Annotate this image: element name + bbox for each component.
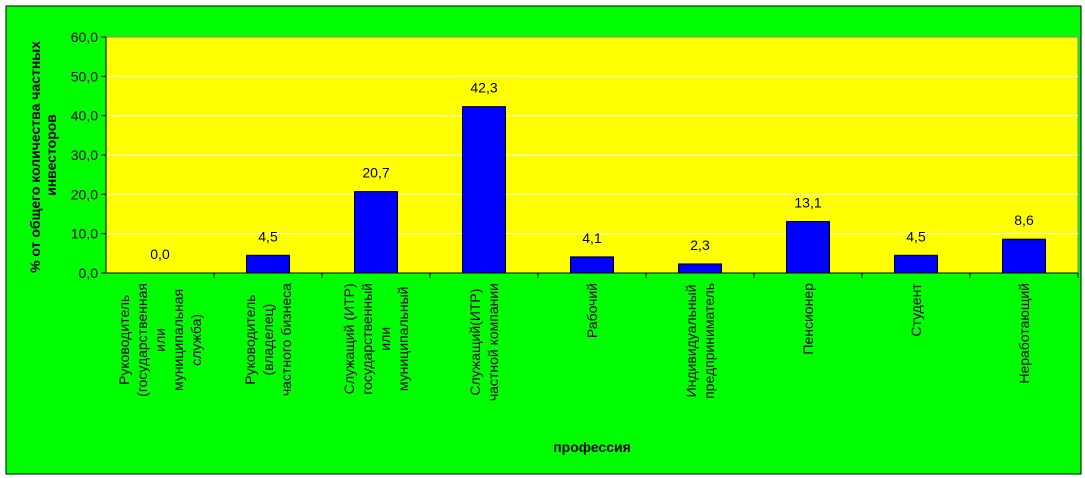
data-label: 4,1 [582, 230, 602, 246]
data-label: 4,5 [906, 228, 926, 244]
x-tick-label-line: (государственная [134, 283, 150, 397]
y-axis-title-line1: % от общего количества частных [27, 41, 43, 273]
data-label: 8,6 [1014, 212, 1034, 228]
x-tick-labels: Руководитель (государственная или муниципал… [116, 273, 1079, 401]
data-label: 0,0 [150, 246, 170, 262]
data-label: 4,5 [258, 228, 278, 244]
x-tick-label-line: или [377, 327, 393, 351]
x-tick-label-line: Студент [908, 283, 924, 337]
data-label: 20,7 [362, 165, 389, 181]
x-tick-label: Пенсионер [800, 283, 816, 355]
x-tick-label-line: Неработающий [1016, 283, 1032, 384]
x-tick-label-line: Руководитель [242, 295, 258, 385]
value-labels: 0,0 4,5 20,7 42,3 4,1 2,3 13,1 4,5 8,6 [150, 80, 1034, 262]
y-axis-title-line2: инвесторов [43, 114, 59, 196]
bar [354, 191, 398, 274]
y-tick-label: 0,0 [79, 265, 99, 281]
bar [246, 254, 290, 274]
bar [678, 263, 722, 274]
x-tick-label-line: предприниматель [701, 283, 717, 399]
bar [894, 254, 938, 274]
x-tick-label-line: Рабочий [584, 283, 600, 338]
x-tick-label-line: Пенсионер [800, 283, 816, 355]
data-label: 42,3 [470, 80, 497, 96]
x-tick-label-line: Руководитель [116, 295, 132, 385]
x-tick-label-line: муниципальная [170, 289, 186, 391]
y-axis-title: % от общего количества частных инвесторо… [27, 37, 59, 273]
x-tick-label: Руководитель (владелец) частного бизнеса [242, 283, 294, 396]
bars [246, 106, 1046, 274]
x-axis-title: профессия [553, 439, 631, 455]
x-tick-label-line: Индивидуальный [683, 284, 699, 397]
bar [570, 256, 614, 274]
x-tick-label: Студент [908, 283, 924, 337]
x-tick-label-line: (владелец) [260, 304, 276, 376]
x-tick-label: Индивидуальный предприниматель [683, 283, 717, 399]
y-tick-label: 10,0 [71, 226, 98, 242]
x-tick-label-line: служба) [188, 314, 204, 366]
y-tick-labels: 0,0 10,0 20,0 30,0 40,0 50,0 60,0 [71, 29, 106, 281]
x-tick-label-line: Служащий (ИТР) [341, 283, 357, 394]
data-label: 2,3 [690, 237, 710, 253]
gridlines [106, 75, 1078, 235]
y-tick-label: 60,0 [71, 29, 98, 45]
x-tick-label-line: Служащий(ИТР) [467, 289, 483, 396]
bar [1002, 238, 1046, 274]
y-tick-label: 50,0 [71, 68, 98, 84]
x-tick-label: Руководитель (государственная или муниципал… [116, 283, 204, 397]
y-tick-label: 40,0 [71, 108, 98, 124]
y-tick-label: 20,0 [71, 186, 98, 202]
x-tick-label-line: частной компании [485, 283, 501, 401]
bar [786, 220, 830, 274]
data-label: 13,1 [794, 194, 821, 210]
x-tick-label: Неработающий [1016, 283, 1032, 384]
x-tick-label: Рабочий [584, 283, 600, 338]
y-tick-label: 30,0 [71, 147, 98, 163]
x-tick-label-line: частного бизнеса [278, 283, 294, 396]
x-tick-label-line: государственный [359, 283, 375, 395]
x-tick-label-line: или [152, 328, 168, 352]
bar [462, 106, 506, 274]
x-tick-label: Служащий(ИТР) частной компании [467, 283, 501, 401]
x-tick-label: Служащий (ИТР) государственный или муниципа… [341, 283, 411, 395]
x-tick-label-line: муниципальный [395, 287, 411, 392]
